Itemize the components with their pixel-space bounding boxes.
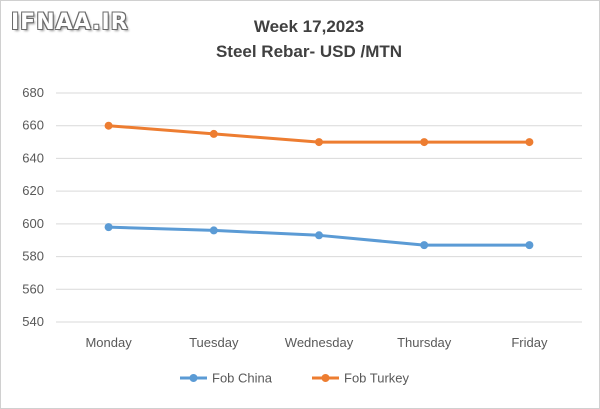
point-fob-turkey-friday — [525, 138, 534, 147]
point-fob-turkey-thursday — [420, 138, 429, 147]
point-fob-turkey-monday — [104, 121, 113, 130]
y-tick-620: 620 — [22, 183, 44, 198]
point-fob-turkey-wednesday — [315, 138, 323, 147]
x-tick-wednesday: Wednesday — [285, 335, 354, 350]
y-tick-540: 540 — [22, 314, 44, 329]
y-tick-560: 560 — [22, 281, 44, 296]
point-fob-turkey-tuesday — [209, 129, 218, 138]
chart-title: Week 17,2023 — [253, 17, 365, 36]
chart-subtitle: Steel Rebar- USD /MTN — [215, 42, 403, 61]
y-tick-660: 660 — [22, 118, 44, 133]
x-tick-friday: Friday — [511, 335, 548, 350]
y-tick-640: 640 — [22, 150, 44, 165]
x-tick-monday: Monday — [85, 335, 132, 350]
y-tick-680: 680 — [22, 85, 44, 100]
point-fob-china-wednesday — [315, 231, 323, 240]
point-fob-china-monday — [104, 223, 113, 232]
point-fob-china-friday — [525, 241, 534, 250]
x-tick-tuesday: Tuesday — [189, 335, 239, 350]
y-tick-580: 580 — [22, 249, 44, 264]
legend-marker-fob-china — [189, 374, 198, 382]
x-tick-thursday: Thursday — [397, 335, 452, 350]
point-fob-china-thursday — [420, 241, 429, 250]
point-fob-china-tuesday — [209, 226, 218, 235]
legend-label-fob-turkey: Fob Turkey — [344, 371, 410, 386]
ifnaa-logo: IFNAA.IR — [11, 10, 129, 35]
legend-marker-fob-turkey — [321, 374, 330, 382]
y-tick-600: 600 — [22, 216, 44, 231]
legend-label-fob-china: Fob China — [212, 371, 273, 386]
